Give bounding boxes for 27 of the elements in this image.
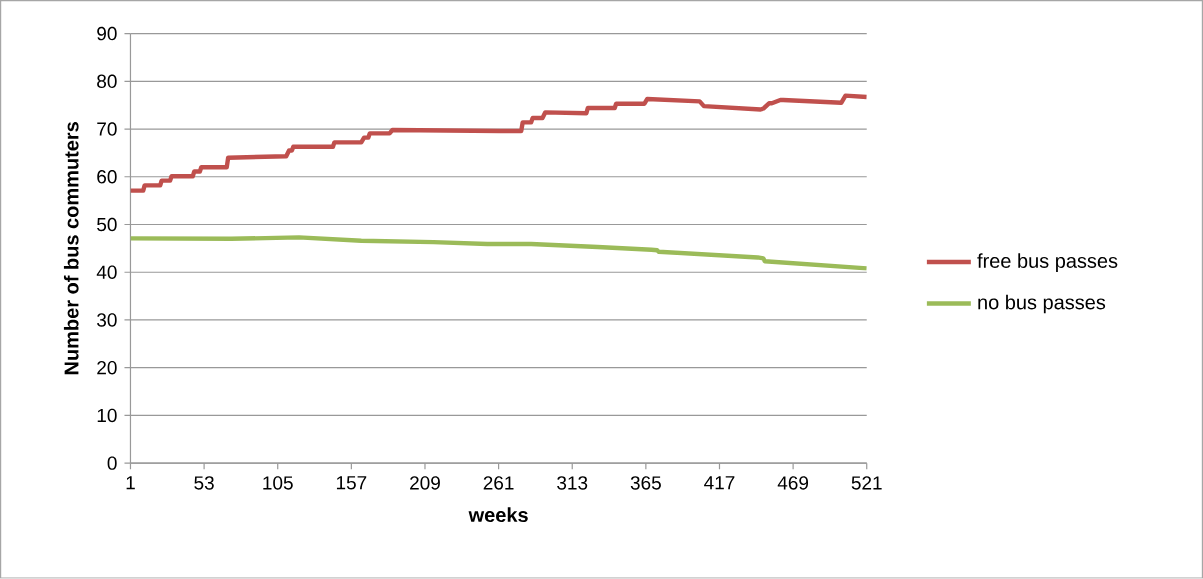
x-tick-label: 53 (194, 476, 214, 490)
x-tick-label: 105 (263, 476, 293, 490)
line-series (130, 235, 867, 271)
x-tick-label: 209 (410, 476, 440, 490)
x-axis-title: weeks (468, 507, 528, 523)
y-tick-label: 10 (97, 408, 117, 423)
x-tick-label: 157 (336, 476, 367, 490)
x-tick-label: 469 (777, 476, 809, 490)
x-tick-label: 1 (126, 476, 135, 490)
legend-label: free bus passes (977, 253, 1118, 273)
legend-label: no bus passes (978, 294, 1106, 314)
y-tick-label: 0 (107, 456, 117, 471)
x-tick-label: 261 (483, 476, 514, 490)
x-tick-label: 521 (851, 476, 882, 490)
y-tick-label: 40 (96, 265, 117, 280)
y-tick-label: 30 (97, 313, 117, 327)
y-tick-label: 80 (97, 74, 117, 89)
x-tick-label: 365 (630, 476, 661, 490)
y-tick-label: 70 (97, 122, 117, 136)
y-tick-label: 60 (97, 170, 117, 184)
x-tick-label: 417 (704, 476, 735, 490)
y-tick-label: 50 (97, 217, 117, 232)
line-series (130, 93, 867, 193)
y-tick-label: 20 (97, 361, 117, 375)
x-tick-label: 313 (557, 476, 588, 490)
y-tick-label: 90 (97, 27, 117, 41)
y-axis-title: Number of bus commuters (63, 122, 79, 375)
